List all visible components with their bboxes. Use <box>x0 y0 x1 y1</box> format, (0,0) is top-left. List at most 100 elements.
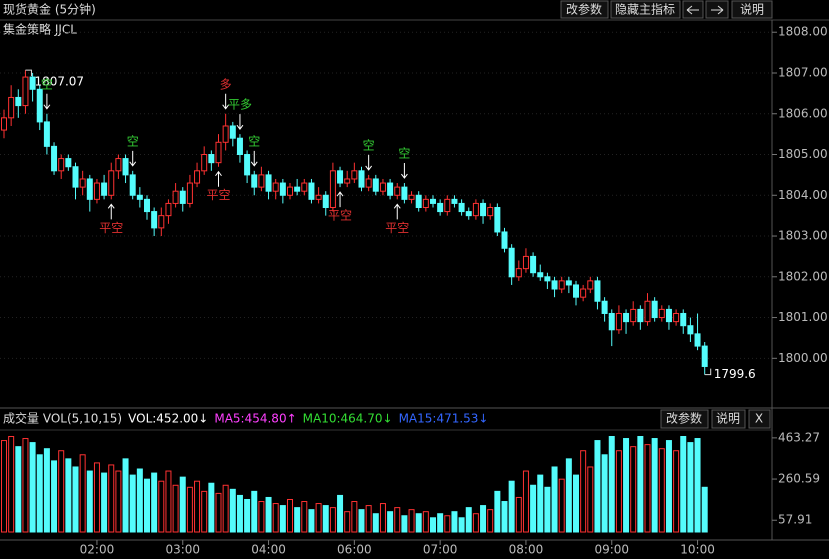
candle-body <box>272 182 279 192</box>
candle-body <box>122 158 129 176</box>
price-marker <box>704 368 712 376</box>
signal-label: 平空 <box>385 221 409 235</box>
volume-bar <box>694 438 701 533</box>
y-tick-label: 1804.00 <box>778 188 828 202</box>
button[interactable]: X <box>748 409 771 429</box>
candle-body <box>458 202 465 213</box>
candle-body <box>337 170 344 184</box>
candle-body <box>251 174 258 188</box>
volume-bar <box>308 509 315 533</box>
candle-body <box>422 198 429 208</box>
volume-bar <box>215 492 222 533</box>
button[interactable]: 改参数 <box>560 0 609 19</box>
candle-body <box>79 178 86 188</box>
candle-body <box>265 174 272 192</box>
volume-bar <box>494 490 501 533</box>
candle-body <box>58 158 65 172</box>
signal-label: 平空 <box>99 221 123 235</box>
button[interactable]: 改参数 <box>660 409 709 429</box>
volume-bar <box>158 480 165 533</box>
candle-body <box>651 300 658 319</box>
signal-label: 平空 <box>328 209 352 223</box>
volume-bar <box>422 511 429 533</box>
volume-bar <box>544 486 551 533</box>
signal-arrow <box>401 163 408 179</box>
candle-body <box>379 182 386 192</box>
candle-body <box>594 280 601 302</box>
candle-body <box>537 272 544 278</box>
volume-bar <box>22 438 29 533</box>
candle-body <box>201 154 208 172</box>
volume-bar <box>272 503 279 533</box>
volume-bar <box>644 444 651 533</box>
volume-bar <box>401 515 408 533</box>
signal-label: 平空 <box>206 188 230 202</box>
volume-bar <box>79 454 86 533</box>
volume-bar <box>615 450 622 533</box>
volume-bar <box>51 460 58 533</box>
volume-bar <box>322 505 329 533</box>
candle-body <box>415 194 422 209</box>
candle-body <box>144 198 150 213</box>
prev-button[interactable] <box>682 0 704 19</box>
volume-bar <box>222 484 229 533</box>
candle-body <box>465 211 472 217</box>
price-label: 1807.07 <box>34 75 84 89</box>
next-button[interactable] <box>705 0 729 19</box>
y-tick-label: 260.59 <box>778 472 820 486</box>
volume-bar <box>530 484 537 533</box>
y-tick-label: 1805.00 <box>778 147 828 161</box>
button-label[interactable]: 改参数 <box>666 411 702 426</box>
volume-bar <box>601 454 608 533</box>
volume-bar <box>258 501 265 533</box>
y-tick-label: 57.91 <box>778 513 812 527</box>
x-tick-label: 08:00 <box>509 543 544 557</box>
candle-body <box>530 255 537 274</box>
candle-body <box>222 125 229 143</box>
volume-bar <box>1 440 7 533</box>
volume-bar <box>351 501 358 533</box>
signal-label: 平多 <box>228 98 252 112</box>
candle-body <box>115 158 122 172</box>
candle-body <box>29 76 36 90</box>
volume-bar <box>93 462 100 533</box>
candle-body <box>508 247 515 278</box>
volume-bar <box>251 490 258 533</box>
button-label[interactable]: 说明 <box>740 2 764 17</box>
volume-bar <box>358 509 365 533</box>
button[interactable]: 说明 <box>711 409 746 429</box>
volume-bar <box>472 513 479 533</box>
volume-title: 成交量 VOL(5,10,15) <box>3 411 122 426</box>
volume-bar <box>637 436 644 533</box>
volume-bar <box>287 498 293 533</box>
candle-body <box>136 194 143 200</box>
candle-body <box>544 276 551 282</box>
signal-arrow <box>393 203 401 220</box>
candle-body <box>615 312 622 331</box>
candle-body <box>680 312 687 327</box>
volume-bar <box>315 503 322 533</box>
button-label[interactable]: 隐藏主指标 <box>615 2 675 17</box>
candle-body <box>623 312 630 323</box>
button[interactable]: 隐藏主指标 <box>610 0 681 19</box>
volume-bar <box>301 501 308 533</box>
button[interactable]: 说明 <box>731 0 773 19</box>
candle-body <box>194 170 201 184</box>
signal-arrow <box>336 191 344 208</box>
candle-body <box>22 76 29 107</box>
candle-body <box>637 308 644 323</box>
volume-bar <box>151 472 158 533</box>
candle-body <box>1 117 7 131</box>
volume-bar <box>573 474 579 533</box>
volume-bar <box>365 505 372 533</box>
y-tick-label: 1801.00 <box>778 310 828 324</box>
candle-body <box>65 158 72 168</box>
button-label[interactable]: 说明 <box>716 411 740 426</box>
candle-body <box>351 170 358 180</box>
price-label: 1799.6 <box>714 367 756 381</box>
button-label[interactable]: X <box>755 412 763 426</box>
volume-bar <box>8 436 15 533</box>
button-label[interactable]: 改参数 <box>566 2 602 17</box>
candle-body <box>51 145 58 172</box>
signal-label: 空 <box>127 134 139 148</box>
